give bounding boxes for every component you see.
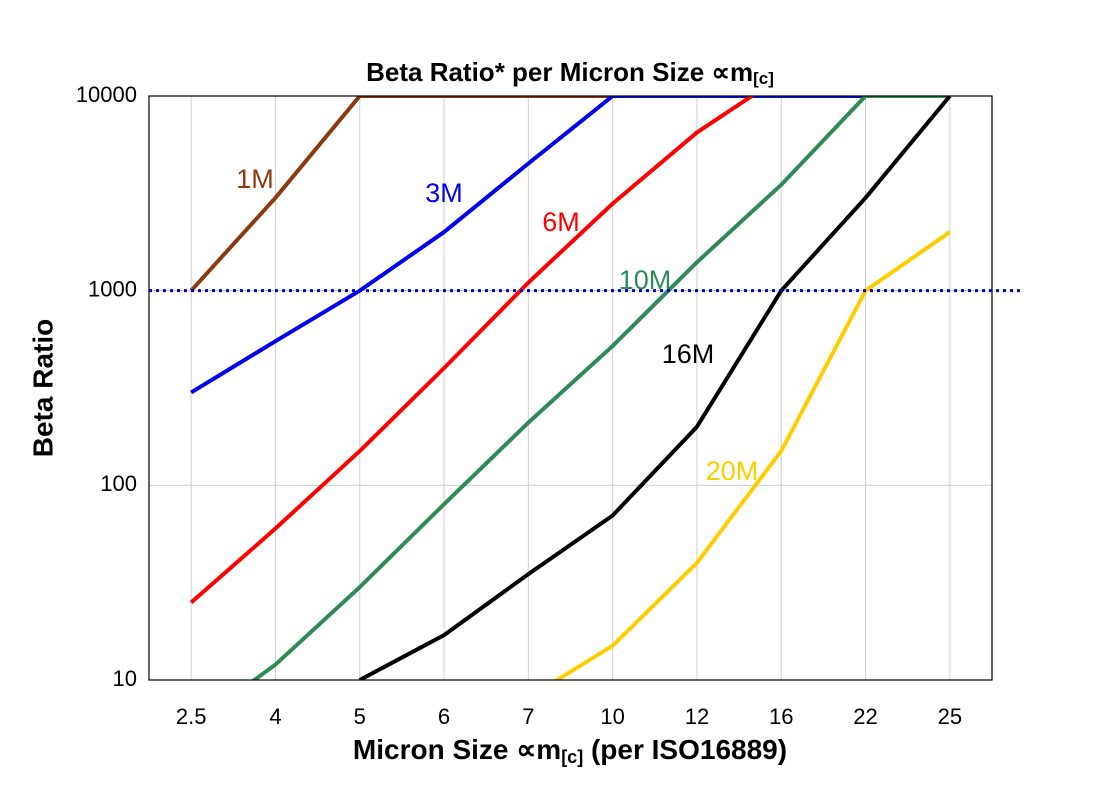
series-line: [250, 96, 950, 680]
plot-lines: [189, 96, 952, 680]
series-label: 3M: [425, 178, 463, 208]
x-tick-label: 5: [354, 704, 366, 729]
plot-frame: [148, 95, 993, 681]
x-axis-label: Micron Size ∝m[c] (per ISO16889): [353, 734, 787, 766]
grid: [149, 95, 992, 681]
series-label: 16M: [662, 339, 715, 369]
x-tick-label: 7: [522, 704, 534, 729]
x-label-text: Micron Size ∝m: [353, 734, 561, 765]
x-label-subscript: [c]: [561, 747, 583, 767]
series-line: [553, 230, 951, 680]
title-text: Beta Ratio* per Micron Size ∝m: [366, 57, 753, 87]
x-tick-label: 16: [769, 704, 793, 729]
series-label: 10M: [619, 265, 672, 295]
chart-title: Beta Ratio* per Micron Size ∝m[c]: [366, 57, 774, 89]
x-label-text: (per ISO16889): [583, 734, 787, 765]
y-tick-label: 10: [113, 666, 137, 691]
series-label: 1M: [236, 164, 274, 194]
x-tick-label: 6: [438, 704, 450, 729]
series-line: [358, 96, 952, 680]
x-tick-label: 4: [269, 704, 281, 729]
y-tick-label: 100: [100, 471, 137, 496]
series-line: [189, 96, 756, 605]
series-label: 6M: [542, 207, 580, 237]
series-label: 20M: [706, 456, 759, 486]
y-tick-label: 1000: [88, 276, 137, 301]
x-tick-label: 2.5: [176, 704, 207, 729]
x-tick-label: 12: [685, 704, 709, 729]
y-axis-label: Beta Ratio: [27, 319, 58, 457]
series-line: [190, 96, 950, 395]
x-tick-label: 22: [853, 704, 877, 729]
x-tick-label: 25: [938, 704, 962, 729]
series-line: [189, 96, 613, 293]
x-tick-label: 10: [600, 704, 624, 729]
title-subscript: [c]: [753, 69, 774, 88]
y-tick-label: 10000: [76, 82, 137, 107]
